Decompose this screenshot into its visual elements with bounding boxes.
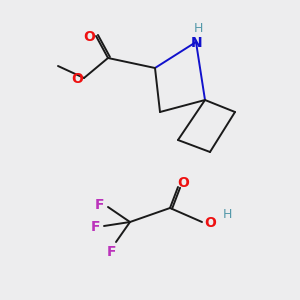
Text: H: H [222, 208, 232, 221]
Text: H: H [193, 22, 203, 35]
Text: F: F [91, 220, 101, 234]
Text: N: N [191, 36, 203, 50]
Text: O: O [204, 216, 216, 230]
Text: O: O [83, 30, 95, 44]
Text: O: O [177, 176, 189, 190]
Text: F: F [95, 198, 105, 212]
Text: F: F [107, 245, 117, 259]
Text: O: O [71, 72, 83, 86]
